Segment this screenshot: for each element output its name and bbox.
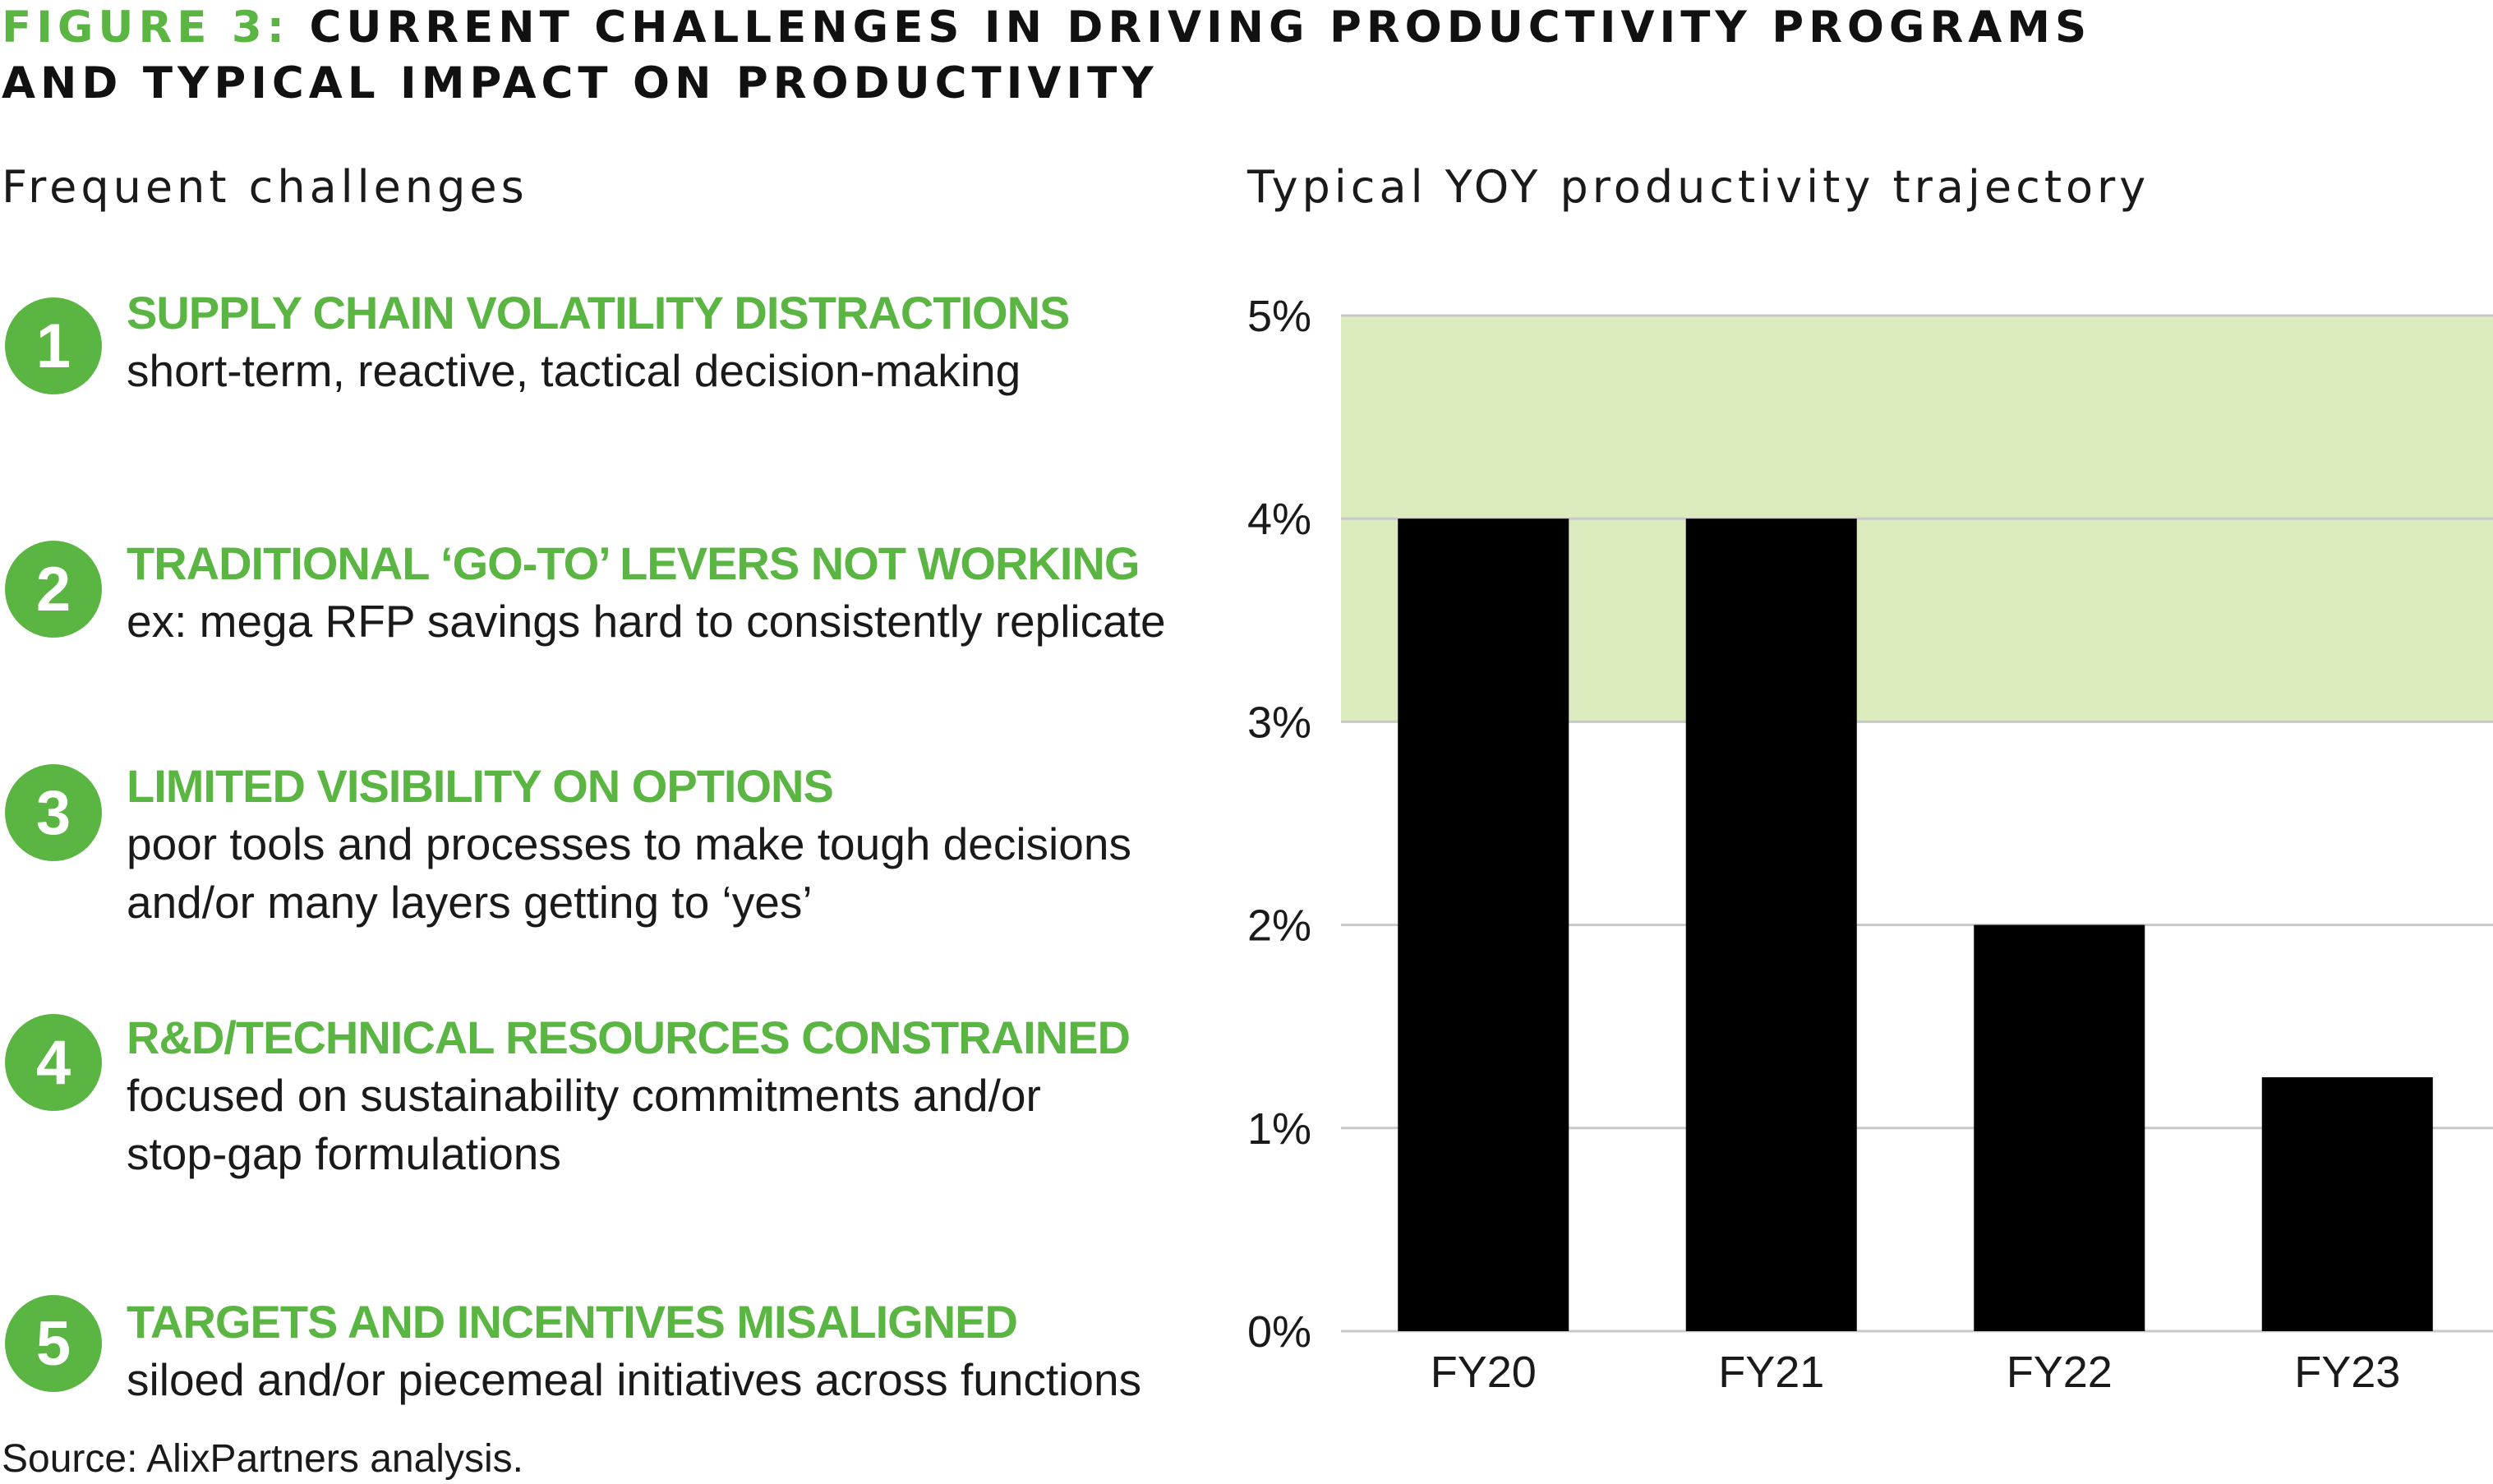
number-badge-3: 3 <box>5 764 102 861</box>
y-tick-label: 5% <box>1247 292 1311 341</box>
figure-title-line-1: CURRENT CHALLENGES IN DRIVING PRODUCTIVI… <box>309 2 2092 53</box>
bar-fy21 <box>1685 518 1857 1331</box>
y-tick-label: 4% <box>1247 495 1311 544</box>
challenge-desc-2: ex: mega RFP savings hard to consistentl… <box>127 596 1166 647</box>
y-tick-label: 1% <box>1247 1104 1311 1154</box>
x-tick-label: FY22 <box>2007 1348 2113 1397</box>
number-badge-1: 1 <box>5 297 102 394</box>
x-tick-label: FY21 <box>1718 1348 1824 1397</box>
chart-title: Typical YOY productivity trajectory <box>1247 161 2150 213</box>
number-badge-4: 4 <box>5 1014 102 1111</box>
challenge-desc-5: siloed and/or piecemeal initiatives acro… <box>127 1354 1142 1405</box>
figure-title: FIGURE 3: CURRENT CHALLENGES IN DRIVING … <box>2 0 2091 112</box>
x-tick-label: FY20 <box>1431 1348 1537 1397</box>
y-tick-label: 3% <box>1247 698 1311 747</box>
challenge-desc-3: poor tools and processes to make tough d… <box>127 818 1131 928</box>
productivity-bar-chart: 0% 1% 2% 3% 4% 5% FY20 FY21 FY22 FY23 <box>1247 292 2493 1397</box>
figure-label: FIGURE 3: <box>2 2 290 53</box>
bar-fy22 <box>1974 924 2145 1331</box>
y-tick-label: 2% <box>1247 901 1311 951</box>
challenge-title-1: SUPPLY CHAIN VOLATILITY DISTRACTIONS <box>127 287 1070 339</box>
challenges-heading: Frequent challenges <box>2 161 528 213</box>
challenge-desc-4: focused on sustainability commitments an… <box>127 1070 1041 1179</box>
challenge-title-4: R&D/TECHNICAL RESOURCES CONSTRAINED <box>127 1012 1131 1063</box>
number-badge-5: 5 <box>5 1295 102 1392</box>
bar-fy20 <box>1398 518 1569 1331</box>
bar-fy23 <box>2261 1077 2433 1331</box>
challenge-title-3: LIMITED VISIBILITY ON OPTIONS <box>127 760 834 812</box>
x-tick-label: FY23 <box>2294 1348 2400 1397</box>
figure-title-line-2: AND TYPICAL IMPACT ON PRODUCTIVITY <box>2 58 1159 108</box>
number-badge-2: 2 <box>5 541 102 638</box>
challenge-desc-1: short-term, reactive, tactical decision-… <box>127 345 1021 396</box>
challenge-title-2: TRADITIONAL ‘GO-TO’ LEVERS NOT WORKING <box>127 537 1140 589</box>
challenge-title-5: TARGETS AND INCENTIVES MISALIGNED <box>127 1296 1018 1348</box>
y-tick-label: 0% <box>1247 1307 1311 1357</box>
source-note: Source: AlixPartners analysis. <box>2 1437 523 1481</box>
